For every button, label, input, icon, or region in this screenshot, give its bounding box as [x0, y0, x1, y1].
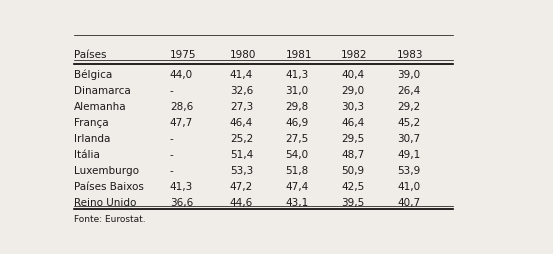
Text: 29,8: 29,8	[285, 101, 309, 112]
Text: 45,2: 45,2	[397, 117, 420, 128]
Text: 27,5: 27,5	[285, 134, 309, 144]
Text: 29,5: 29,5	[341, 134, 364, 144]
Text: 32,6: 32,6	[230, 85, 253, 95]
Text: 44,6: 44,6	[230, 198, 253, 208]
Text: 51,8: 51,8	[285, 166, 309, 176]
Text: 28,6: 28,6	[170, 101, 193, 112]
Text: Luxemburgo: Luxemburgo	[74, 166, 139, 176]
Text: -: -	[170, 134, 174, 144]
Text: -: -	[170, 166, 174, 176]
Text: Bélgica: Bélgica	[74, 69, 112, 80]
Text: Irlanda: Irlanda	[74, 134, 111, 144]
Text: 54,0: 54,0	[285, 150, 309, 160]
Text: 47,4: 47,4	[285, 182, 309, 192]
Text: 39,5: 39,5	[341, 198, 364, 208]
Text: Reino Unido: Reino Unido	[74, 198, 137, 208]
Text: 40,7: 40,7	[397, 198, 420, 208]
Text: Alemanha: Alemanha	[74, 101, 127, 112]
Text: 30,3: 30,3	[341, 101, 364, 112]
Text: 51,4: 51,4	[230, 150, 253, 160]
Text: 1983: 1983	[397, 50, 424, 60]
Text: 1982: 1982	[341, 50, 368, 60]
Text: 25,2: 25,2	[230, 134, 253, 144]
Text: 50,9: 50,9	[341, 166, 364, 176]
Text: Países Baixos: Países Baixos	[74, 182, 144, 192]
Text: 39,0: 39,0	[397, 69, 420, 79]
Text: 41,0: 41,0	[397, 182, 420, 192]
Text: 1981: 1981	[285, 50, 312, 60]
Text: 44,0: 44,0	[170, 69, 193, 79]
Text: 40,4: 40,4	[341, 69, 364, 79]
Text: Dinamarca: Dinamarca	[74, 85, 131, 95]
Text: Países: Países	[74, 50, 107, 60]
Text: -: -	[170, 150, 174, 160]
Text: 29,0: 29,0	[341, 85, 364, 95]
Text: 53,3: 53,3	[230, 166, 253, 176]
Text: Fonte: Eurostat.: Fonte: Eurostat.	[74, 214, 146, 223]
Text: 1975: 1975	[170, 50, 196, 60]
Text: Itália: Itália	[74, 150, 100, 160]
Text: 48,7: 48,7	[341, 150, 364, 160]
Text: -: -	[170, 85, 174, 95]
Text: 26,4: 26,4	[397, 85, 420, 95]
Text: 53,9: 53,9	[397, 166, 420, 176]
Text: 27,3: 27,3	[230, 101, 253, 112]
Text: França: França	[74, 117, 109, 128]
Text: 30,7: 30,7	[397, 134, 420, 144]
Text: 31,0: 31,0	[285, 85, 309, 95]
Text: 1980: 1980	[230, 50, 256, 60]
Text: 43,1: 43,1	[285, 198, 309, 208]
Text: 36,6: 36,6	[170, 198, 193, 208]
Text: 46,9: 46,9	[285, 117, 309, 128]
Text: 41,3: 41,3	[285, 69, 309, 79]
Text: 47,7: 47,7	[170, 117, 193, 128]
Text: 46,4: 46,4	[230, 117, 253, 128]
Text: 49,1: 49,1	[397, 150, 420, 160]
Text: 42,5: 42,5	[341, 182, 364, 192]
Text: 29,2: 29,2	[397, 101, 420, 112]
Text: 41,4: 41,4	[230, 69, 253, 79]
Text: 47,2: 47,2	[230, 182, 253, 192]
Text: 41,3: 41,3	[170, 182, 193, 192]
Text: 46,4: 46,4	[341, 117, 364, 128]
